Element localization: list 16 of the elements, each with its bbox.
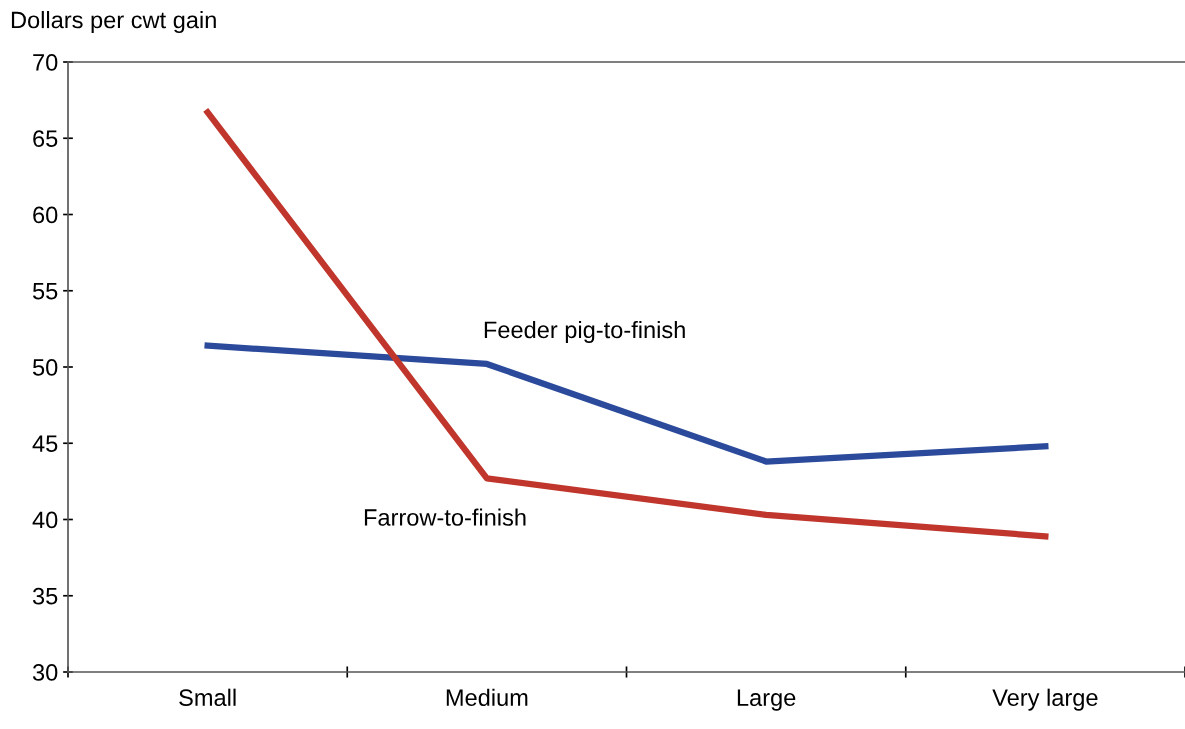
y-tick-label: 50 xyxy=(32,359,58,376)
y-tick-label: 70 xyxy=(33,54,58,71)
x-tick-label: Large xyxy=(737,689,796,711)
x-tick-label: Small xyxy=(179,688,236,707)
y-axis-title: Dollars per cwt gain xyxy=(11,11,216,33)
y-tick-label: 60 xyxy=(33,206,58,224)
x-tick-label: Medium xyxy=(446,688,528,707)
y-tick-label: 55 xyxy=(32,283,58,300)
y-tick-label: 40 xyxy=(32,511,58,529)
y-tick-label: 45 xyxy=(32,435,58,453)
series-label: Farrow-to-finish xyxy=(364,508,526,526)
y-tick-label: 30 xyxy=(32,664,58,681)
x-tick-label: Very large xyxy=(992,688,1098,711)
y-tick-label: 35 xyxy=(32,587,58,605)
series-label: Feeder pig-to-finish xyxy=(484,320,685,343)
y-tick-label: 65 xyxy=(33,130,58,148)
